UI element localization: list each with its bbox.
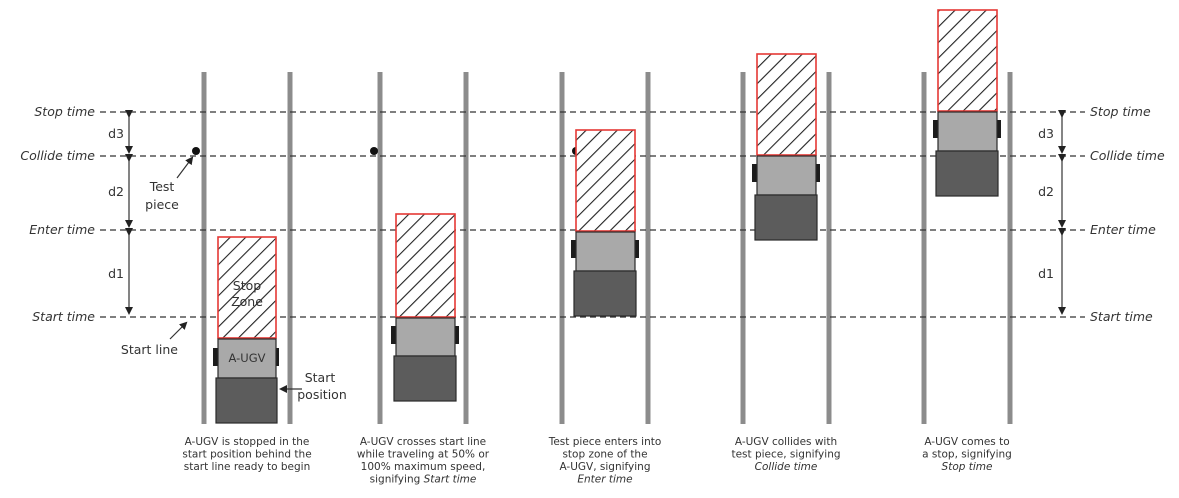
caption-line: signifying Start time	[370, 474, 477, 486]
caption-line: A-UGV, signifying	[559, 461, 650, 473]
vehicle-body	[395, 317, 456, 357]
d2-label-left: d2	[108, 184, 124, 199]
start-line-pointer	[169, 321, 188, 340]
wheel	[391, 326, 397, 344]
test-piece-pointer	[176, 156, 194, 179]
vehicle-body	[217, 338, 277, 379]
test-piece-dot	[370, 147, 378, 155]
caption-line: A-UGV crosses start line	[360, 436, 486, 448]
vehicle-base	[393, 355, 457, 402]
caption-line: Collide time	[755, 461, 818, 473]
caption-stage-4: A-UGV collides with test piece, signifyin…	[731, 436, 840, 473]
caption-line: A-UGV comes to	[924, 436, 1009, 448]
lane-lines	[201, 72, 1013, 424]
start-line-label: Start line	[121, 342, 178, 357]
vehicle-body	[756, 155, 817, 196]
vehicle-body	[575, 231, 636, 272]
stop-time-label-right: Stop time	[1090, 104, 1151, 119]
caption-stage-3: Test piece enters into stop zone of the A-…	[548, 436, 662, 486]
test-piece-label: Test piece	[145, 179, 179, 212]
caption-line: A-UGV collides with	[735, 436, 837, 448]
wheel	[995, 120, 1001, 138]
stop-zone	[395, 213, 456, 318]
caption-line: while traveling at 50% or	[357, 449, 490, 461]
vehicle-body	[937, 111, 998, 152]
vehicle-label: A-UGV	[229, 351, 266, 365]
enter-time-label-left: Enter time	[29, 222, 95, 237]
caption-stage-1: A-UGV is stopped in the start position be…	[182, 436, 311, 473]
stage-5-vehicle	[933, 9, 1001, 197]
enter-time-label-right: Enter time	[1090, 222, 1156, 237]
stage-3-vehicle	[571, 129, 639, 317]
stage-1-vehicle: Stop Zone A-UGV	[213, 236, 279, 424]
d3-label-right: d3	[1038, 126, 1054, 141]
vehicle-base	[935, 150, 999, 197]
vehicle-base	[754, 194, 818, 241]
caption-stage-5: A-UGV comes to a stop, signifying Stop tim…	[922, 436, 1012, 473]
wheel	[633, 240, 639, 258]
stop-time-label-left: Stop time	[34, 104, 95, 119]
wheel	[453, 326, 459, 344]
d2-label-right: d2	[1038, 184, 1054, 199]
stage-2-vehicle	[391, 213, 459, 402]
start-time-label-right: Start time	[1090, 309, 1153, 324]
caption-line: start line ready to begin	[184, 461, 311, 473]
caption-line: 100% maximum speed,	[361, 461, 486, 473]
captions: A-UGV is stopped in the start position be…	[182, 436, 1012, 486]
caption-line: Enter time	[577, 474, 632, 486]
stop-zone-label: Stop Zone	[231, 278, 263, 309]
caption-line: Test piece enters into	[548, 436, 662, 448]
stop-zone	[937, 9, 998, 112]
collide-time-label-right: Collide time	[1090, 148, 1165, 163]
caption-line: Stop time	[942, 461, 993, 473]
caption-line: stop zone of the	[562, 449, 647, 461]
wheel	[814, 164, 820, 182]
start-time-label-left: Start time	[32, 309, 95, 324]
caption-line: a stop, signifying	[922, 449, 1012, 461]
wheel	[752, 164, 758, 182]
vehicle-base	[573, 270, 637, 317]
collide-time-label-left: Collide time	[20, 148, 95, 163]
d3-label-left: d3	[108, 126, 124, 141]
caption-stage-2: A-UGV crosses start line while traveling …	[357, 436, 490, 486]
start-position-label: Start position	[297, 370, 347, 402]
caption-line: start position behind the	[182, 449, 311, 461]
wheel	[933, 120, 939, 138]
stop-zone	[217, 236, 277, 339]
caption-line: A-UGV is stopped in the	[185, 436, 310, 448]
test-piece-dot	[192, 147, 200, 155]
wheel	[213, 348, 219, 366]
stop-zone	[756, 53, 817, 156]
stop-zone	[575, 129, 636, 232]
vehicle-base	[215, 377, 278, 424]
stage-4-vehicle	[752, 53, 820, 241]
caption-line: test piece, signifying	[731, 449, 840, 461]
d1-label-left: d1	[108, 266, 124, 281]
wheel	[571, 240, 577, 258]
d1-label-right: d1	[1038, 266, 1054, 281]
